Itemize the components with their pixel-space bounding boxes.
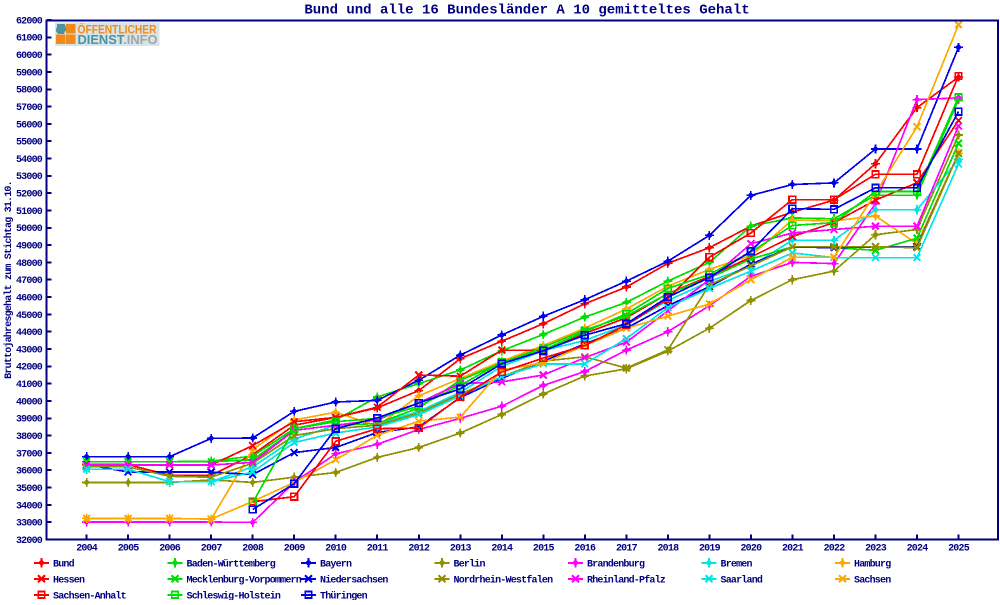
svg-text:57000: 57000	[16, 103, 43, 114]
svg-text:62000: 62000	[16, 16, 43, 27]
svg-text:2021: 2021	[782, 544, 804, 555]
svg-text:Brandenburg: Brandenburg	[587, 559, 645, 571]
svg-text:36000: 36000	[16, 467, 43, 478]
svg-text:35000: 35000	[16, 484, 43, 495]
svg-text:2014: 2014	[491, 544, 513, 555]
svg-text:48000: 48000	[16, 259, 43, 270]
svg-text:2008: 2008	[242, 544, 264, 555]
svg-text:2024: 2024	[907, 544, 929, 555]
svg-text:52000: 52000	[16, 190, 43, 201]
svg-text:2011: 2011	[367, 544, 389, 555]
svg-text:Baden-Württemberg: Baden-Württemberg	[187, 559, 276, 571]
svg-text:56000: 56000	[16, 120, 43, 131]
svg-text:32000: 32000	[16, 536, 43, 547]
svg-text:2012: 2012	[408, 544, 430, 555]
svg-text:37000: 37000	[16, 449, 43, 460]
svg-text:2006: 2006	[159, 544, 181, 555]
svg-text:33000: 33000	[16, 519, 43, 530]
svg-text:44000: 44000	[16, 328, 43, 339]
svg-text:54000: 54000	[16, 155, 43, 166]
svg-text:49000: 49000	[16, 242, 43, 253]
svg-text:2005: 2005	[118, 544, 140, 555]
svg-text:Niedersachsen: Niedersachsen	[320, 575, 388, 587]
svg-text:2023: 2023	[865, 544, 887, 555]
svg-text:58000: 58000	[16, 86, 43, 97]
svg-text:46000: 46000	[16, 294, 43, 305]
svg-text:60000: 60000	[16, 51, 43, 62]
svg-text:Hessen: Hessen	[53, 576, 85, 587]
svg-text:Bayern: Bayern	[320, 560, 352, 571]
svg-text:2007: 2007	[201, 544, 223, 555]
svg-text:40000: 40000	[16, 397, 43, 408]
svg-text:Thüringen: Thüringen	[320, 591, 368, 601]
svg-text:Saarland: Saarland	[721, 575, 763, 587]
svg-text:2018: 2018	[657, 544, 679, 555]
svg-text:59000: 59000	[16, 68, 43, 79]
svg-text:34000: 34000	[16, 501, 43, 512]
svg-text:Rheinland-Pfalz: Rheinland-Pfalz	[587, 575, 666, 587]
svg-text:Berlin: Berlin	[454, 559, 486, 571]
svg-text:2004: 2004	[76, 544, 98, 555]
svg-text:Sachsen: Sachsen	[854, 575, 891, 587]
svg-text:Bund und alle 16 Bundesländer: Bund und alle 16 Bundesländer A 10 gemit…	[304, 3, 749, 19]
svg-text:Sachsen-Anhalt: Sachsen-Anhalt	[53, 591, 127, 601]
svg-text:2017: 2017	[616, 544, 638, 555]
svg-text:2013: 2013	[450, 544, 472, 555]
svg-text:Schleswig-Holstein: Schleswig-Holstein	[187, 591, 281, 601]
svg-text:2022: 2022	[824, 544, 846, 555]
svg-text:2019: 2019	[699, 544, 721, 555]
svg-text:Bremen: Bremen	[721, 560, 753, 571]
svg-text:41000: 41000	[16, 380, 43, 391]
svg-text:47000: 47000	[16, 276, 43, 287]
svg-text:Mecklenburg-Vorpommern: Mecklenburg-Vorpommern	[187, 575, 302, 587]
svg-text:Bund: Bund	[53, 559, 75, 571]
svg-text:2009: 2009	[284, 544, 306, 555]
svg-text:2025: 2025	[948, 544, 970, 555]
svg-text:2015: 2015	[533, 544, 555, 555]
svg-text:ÖFFENTLICHER: ÖFFENTLICHER	[78, 22, 157, 37]
svg-text:55000: 55000	[16, 138, 43, 149]
svg-text:Bruttojahresgehalt zum Stichta: Bruttojahresgehalt zum Stichtag 31.10.	[3, 181, 15, 379]
svg-text:2016: 2016	[574, 544, 596, 555]
svg-text:Nordrhein-Westfalen: Nordrhein-Westfalen	[454, 575, 554, 587]
svg-text:Hamburg: Hamburg	[854, 559, 891, 571]
svg-text:38000: 38000	[16, 432, 43, 443]
svg-text:2020: 2020	[740, 544, 762, 555]
svg-text:53000: 53000	[16, 172, 43, 183]
svg-text:50000: 50000	[16, 224, 43, 235]
svg-text:51000: 51000	[16, 207, 43, 218]
svg-text:61000: 61000	[16, 34, 43, 45]
svg-text:39000: 39000	[16, 415, 43, 426]
svg-text:42000: 42000	[16, 363, 43, 374]
svg-text:45000: 45000	[16, 311, 43, 322]
svg-text:43000: 43000	[16, 345, 43, 356]
svg-text:DIENST.INFO: DIENST.INFO	[78, 32, 158, 47]
svg-text:2010: 2010	[325, 544, 347, 555]
